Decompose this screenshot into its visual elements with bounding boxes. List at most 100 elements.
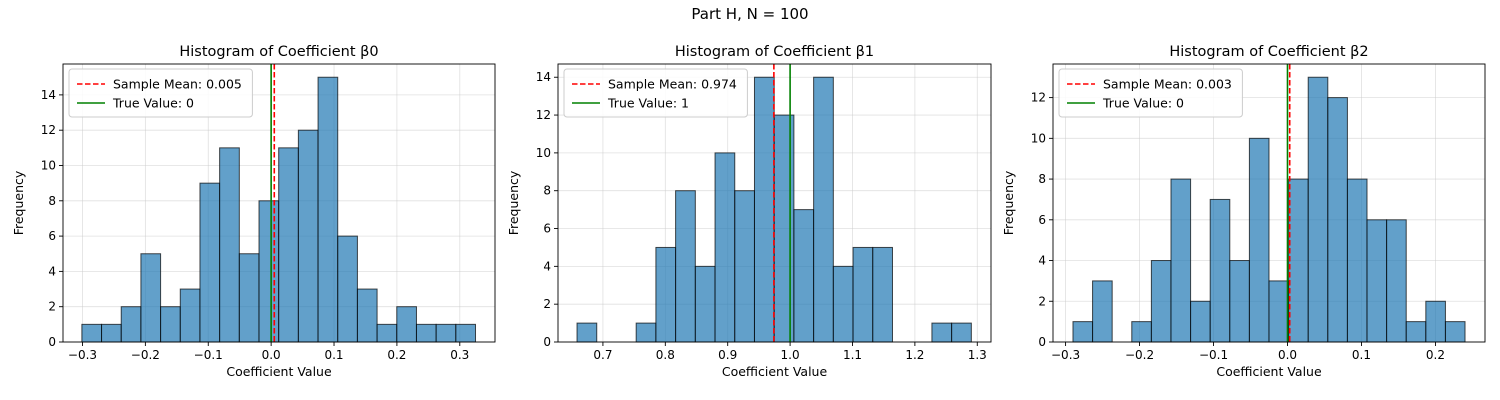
y-axis-label: Frequency	[11, 170, 26, 235]
histogram-bar	[1405, 321, 1427, 343]
histogram-bar	[199, 182, 221, 343]
histogram-bar	[120, 306, 142, 343]
histogram-bar	[1229, 260, 1250, 343]
histogram-bar	[1209, 198, 1231, 343]
chart-panel-0: −0.3 −0.2 −0.1 0.0 0.1 0.2 0.3 0 2 4 6 8 10 12 14 Histo…	[11, 44, 496, 379]
y-tick-label: 0	[1038, 335, 1046, 349]
histogram-bar	[337, 235, 358, 343]
histogram-bar	[1131, 321, 1152, 343]
legend-true-label: True Value: 0	[1102, 96, 1184, 111]
histogram-bar	[931, 322, 953, 343]
x-tick-label: −0.3	[1051, 348, 1080, 362]
histogram-bar	[81, 323, 103, 343]
x-axis-label: Coefficient Value	[1216, 364, 1322, 379]
histogram-bar	[396, 306, 417, 343]
legend-box	[68, 68, 253, 118]
histogram-bar	[773, 114, 795, 343]
y-tick-label: 0	[48, 335, 56, 349]
x-tick-label: −0.3	[68, 348, 97, 362]
x-tick-label: −0.1	[1199, 348, 1228, 362]
y-tick-label: 12	[536, 108, 551, 122]
histogram-bar	[1170, 178, 1192, 343]
chart-title: Histogram of Coefficient β0	[179, 44, 378, 60]
histogram-bar	[1190, 300, 1211, 343]
x-tick-label: −0.1	[194, 348, 223, 362]
legend-mean-label: Sample Mean: 0.003	[1103, 77, 1232, 92]
histogram-bar	[655, 246, 677, 343]
axes-frame	[557, 63, 992, 343]
y-axis-label: Frequency	[506, 170, 521, 235]
y-tick-label: 10	[536, 146, 551, 160]
histogram-bar	[1366, 219, 1388, 343]
histogram-bar	[1327, 97, 1348, 343]
legend-mean-label: Sample Mean: 0.005	[113, 77, 242, 92]
y-axis-label: Frequency	[1001, 170, 1016, 235]
histogram-bar	[635, 322, 657, 343]
y-tick-label: 2	[1038, 294, 1046, 308]
y-tick-label: 14	[536, 70, 551, 84]
y-tick-label: 4	[48, 264, 56, 278]
y-tick-label: 8	[48, 194, 56, 208]
x-tick-label: 0.8	[656, 348, 675, 362]
histogram-bar	[1092, 280, 1113, 343]
x-tick-label: 0.1	[324, 348, 343, 362]
histogram-bar	[1248, 137, 1270, 343]
histogram-bar	[1346, 178, 1368, 343]
histogram-bar	[1268, 280, 1290, 343]
x-tick-label: 0.2	[387, 348, 406, 362]
y-tick-label: 6	[48, 229, 56, 243]
histogram-bar	[1425, 300, 1446, 343]
chart-title: Histogram of Coefficient β1	[675, 44, 874, 60]
legend-box	[563, 68, 748, 118]
chart-panel-2: −0.3 −0.2 −0.1 0.0 0.1 0.2 0 2 4 6 8 10 12 Histogram …	[1001, 44, 1486, 379]
y-tick-label: 4	[1038, 254, 1046, 268]
chart-panel-1: 0.7 0.8 0.9 1.0 1.1 1.2 1.3 0 2 4 6 8 10 12 14 Histogra…	[506, 44, 992, 379]
x-tick-label: 0.2	[1426, 348, 1445, 362]
x-tick-label: 0.0	[262, 348, 281, 362]
histogram-bar	[179, 288, 201, 343]
histogram-bar	[376, 323, 398, 343]
histogram-bar	[258, 200, 280, 343]
legend-true-label: True Value: 1	[607, 96, 689, 111]
x-tick-label: 1.3	[968, 348, 987, 362]
x-tick-label: 0.7	[593, 348, 612, 362]
x-tick-label: 0.1	[1352, 348, 1371, 362]
histogram-bar	[1150, 260, 1172, 343]
x-axis-label: Coefficient Value	[226, 364, 332, 379]
x-axis-label: Coefficient Value	[722, 364, 828, 379]
histogram-bar	[435, 323, 457, 343]
histogram-bar	[140, 253, 162, 343]
histogram-bar	[278, 147, 299, 343]
histogram-bar	[675, 190, 696, 343]
histogram-bar	[415, 323, 437, 343]
histogram-bar	[1288, 178, 1309, 343]
y-tick-label: 8	[543, 184, 551, 198]
x-tick-label: 0.0	[1278, 348, 1297, 362]
histogram-bar	[1307, 76, 1329, 343]
histogram-bar	[238, 253, 260, 343]
x-tick-label: 1.0	[781, 348, 800, 362]
x-tick-label: 1.2	[905, 348, 924, 362]
y-tick-label: 8	[1038, 172, 1046, 186]
histogram-bar	[317, 76, 339, 343]
y-tick-label: 10	[1031, 131, 1046, 145]
legend-box	[1058, 68, 1243, 118]
y-tick-label: 2	[543, 297, 551, 311]
y-tick-label: 2	[48, 300, 56, 314]
y-tick-label: 12	[1031, 91, 1046, 105]
histogram-bar	[1386, 219, 1407, 343]
x-tick-label: 0.3	[450, 348, 469, 362]
histogram-bar	[793, 209, 815, 343]
figure-suptitle: Part H, N = 100	[691, 5, 809, 23]
histogram-bar	[832, 265, 854, 343]
x-tick-label: −0.2	[131, 348, 160, 362]
histogram-bar	[872, 246, 893, 343]
histogram-bar	[1072, 321, 1094, 343]
y-tick-label: 0	[543, 335, 551, 349]
y-tick-label: 14	[41, 88, 56, 102]
x-tick-label: −0.2	[1125, 348, 1154, 362]
histogram-bar	[160, 306, 181, 343]
histogram-bar	[852, 246, 874, 343]
